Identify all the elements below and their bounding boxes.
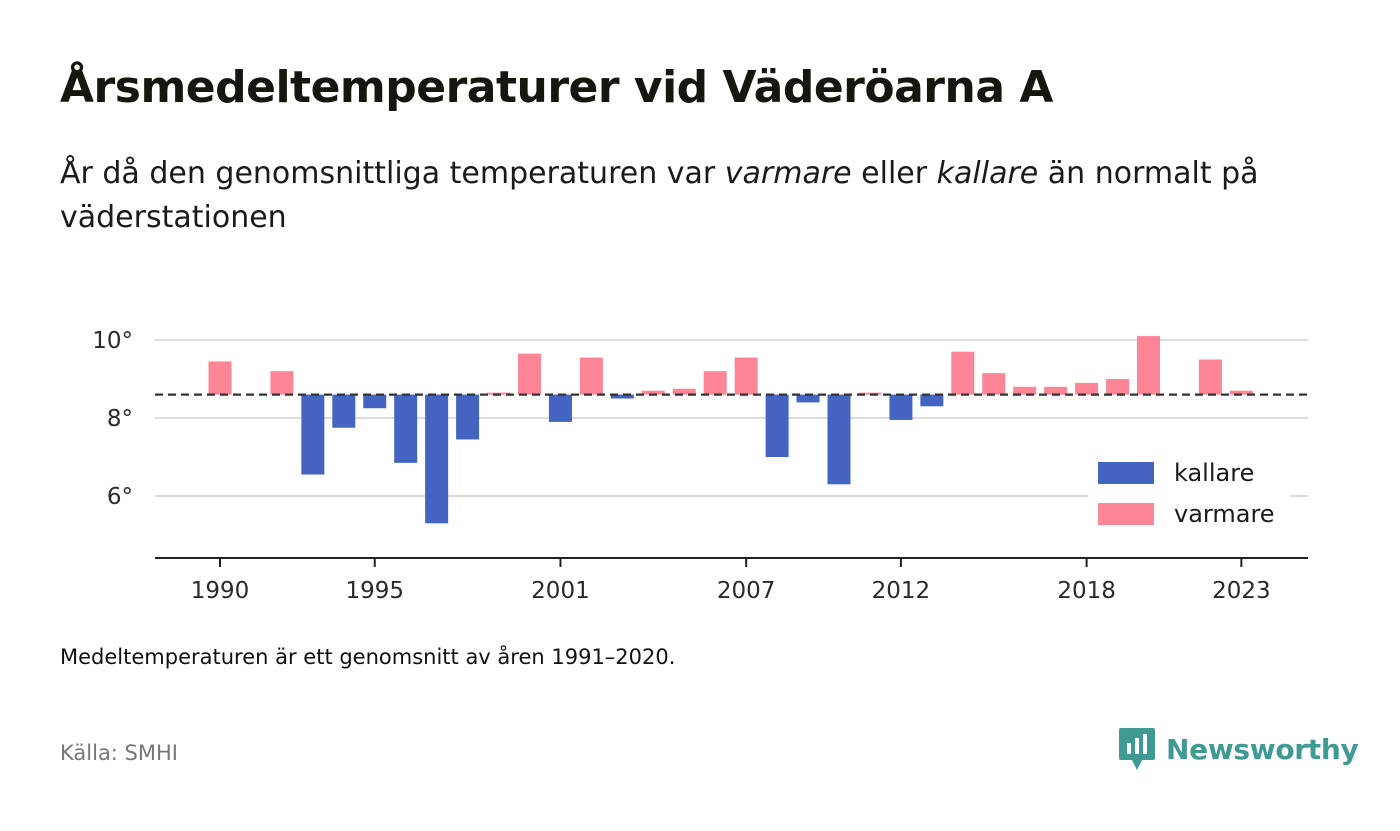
bar-2020	[1137, 336, 1160, 395]
legend-label-warmer: varmare	[1174, 500, 1275, 528]
bar-2009	[796, 394, 820, 403]
temperature-bar-chart: 6° 8° 10° 1990 1995 2001 2007 2012 2018 2023 kalla…	[92, 328, 1308, 604]
x-tick-label: 2018	[1057, 578, 1116, 604]
bar-2001	[548, 394, 572, 422]
y-tick-label: 8°	[107, 406, 133, 432]
bar-2017	[1044, 386, 1068, 395]
chart-subtitle: År då den genomsnittliga temperaturen va…	[60, 152, 1320, 240]
bar-2004	[641, 390, 665, 395]
bar-1998	[456, 394, 480, 440]
x-tick-label: 1990	[191, 578, 250, 604]
brand-logo: Newsworthy	[1118, 726, 1359, 772]
subtitle-text-1: År då den genomsnittliga temperaturen va…	[60, 156, 725, 191]
bar-2008	[765, 394, 789, 457]
bar-2019	[1106, 379, 1130, 395]
subtitle-text-3: än normalt på väderstationen	[60, 156, 1259, 235]
bar-2007	[734, 357, 758, 395]
bar-2012	[889, 394, 913, 420]
legend-swatch-colder	[1098, 462, 1154, 484]
bar-2000	[518, 353, 541, 395]
bar-2016	[1013, 386, 1037, 395]
bar-2003	[610, 394, 634, 399]
subtitle-colder: kallare	[936, 156, 1039, 191]
bar-2014	[951, 351, 975, 395]
chart-title: Årsmedeltemperaturer vid Väderöarna A	[60, 62, 1053, 113]
subtitle-warmer: varmare	[724, 156, 852, 191]
subtitle-text-2: eller	[851, 156, 937, 191]
bar-1994	[332, 394, 356, 428]
bar-2022	[1198, 359, 1222, 395]
bar-1993	[301, 394, 325, 475]
x-tick-label: 2001	[531, 578, 590, 604]
brand-name: Newsworthy	[1166, 732, 1359, 766]
bar-1995	[363, 394, 387, 409]
bar-2023	[1229, 390, 1253, 395]
bar-2002	[579, 357, 603, 395]
x-tick-label: 2023	[1212, 578, 1271, 604]
bar-2011	[858, 392, 882, 395]
x-tick-label: 2012	[872, 578, 931, 604]
bar-1992	[270, 371, 294, 395]
bar-1990	[208, 361, 232, 395]
legend-label-colder: kallare	[1174, 459, 1254, 487]
bar-2013	[920, 394, 944, 407]
bar-2018	[1075, 382, 1099, 395]
bar-1997	[425, 394, 449, 524]
chart-note: Medeltemperaturen är ett genomsnitt av å…	[60, 645, 676, 669]
newsworthy-logo-icon	[1119, 728, 1155, 770]
bar-2015	[982, 373, 1006, 395]
x-tick-label: 2007	[717, 578, 776, 604]
bar-2010	[827, 394, 851, 485]
legend-swatch-warmer	[1098, 503, 1154, 525]
x-tick-label: 1995	[345, 578, 404, 604]
bar-2006	[703, 371, 727, 395]
y-tick-label: 6°	[107, 484, 133, 510]
y-tick-label: 10°	[92, 328, 133, 354]
bar-1996	[394, 394, 418, 463]
source-label: Källa: SMHI	[60, 741, 178, 765]
bar-2005	[672, 388, 696, 395]
